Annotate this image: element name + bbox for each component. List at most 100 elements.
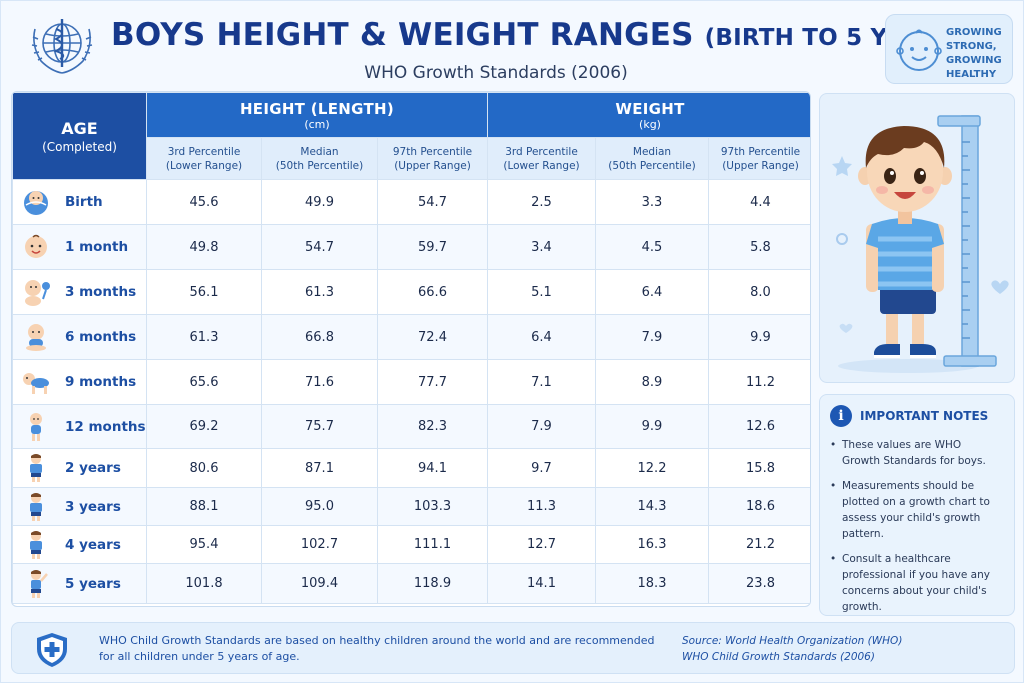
weight-97th-cell: 9.9 [707,314,810,360]
table-row: 9 months 65.6 71.6 77.7 7.1 8.9 11.2 [12,359,810,405]
weight-median-cell: 9.9 [595,404,709,449]
weight-3rd-cell: 2.5 [487,179,596,225]
height-3rd-cell: 101.8 [146,563,262,604]
height-median-header: Median (50th Percentile) [261,137,378,180]
height-median-cell: 102.7 [261,525,378,564]
table-row: 12 months 69.2 75.7 82.3 7.9 9.9 12.6 [12,404,810,449]
height-97th-cell: 59.7 [377,224,488,270]
age-cell: 1 month [12,224,147,270]
height-97th-cell: 54.7 [377,179,488,225]
notes-list: These values are WHO Growth Standards fo… [830,437,1002,615]
height-97th-cell: 118.9 [377,563,488,604]
age-label: 4 years [65,536,121,553]
age-column-header: AGE (Completed) [12,92,147,180]
height-median-cell: 54.7 [261,224,378,270]
height-97th-header: 97th Percentile (Upper Range) [377,137,488,180]
weight-median-cell: 18.3 [595,563,709,604]
weight-3rd-cell: 7.9 [487,404,596,449]
note-item: Consult a healthcare professional if you… [830,551,1002,615]
table-row: 2 years 80.6 87.1 94.1 9.7 12.2 15.8 [12,448,810,488]
slogan-line: GROWING [946,55,1002,66]
height-median-cell: 71.6 [261,359,378,405]
age-cell: 2 years [12,448,147,488]
weight-median-cell: 6.4 [595,269,709,315]
baby-face-icon [896,29,942,71]
page-title: BOYS HEIGHT & WEIGHT RANGES (BIRTH TO 5 … [111,17,966,53]
height-97th-cell: 66.6 [377,269,488,315]
age-cell: 4 years [12,525,147,564]
title-main: BOYS HEIGHT & WEIGHT RANGES [111,17,694,53]
weight-median-cell: 3.3 [595,179,709,225]
age-label: Birth [65,194,103,210]
age-label: 3 years [65,498,121,515]
baby-rattle-icon [25,280,50,306]
subheader-line: (50th Percentile) [608,159,696,172]
subheader-line: (Upper Range) [394,159,471,172]
footer-note: WHO Child Growth Standards are based on … [99,634,655,663]
table-row: 3 months 56.1 61.3 66.6 5.1 6.4 8.0 [12,269,810,315]
toddler-icon [30,454,42,482]
weight-3rd-cell: 6.4 [487,314,596,360]
circle-decoration [836,233,848,245]
age-cell: 3 months [12,269,147,315]
important-notes-panel: i IMPORTANT NOTES These values are WHO G… [819,394,1015,616]
who-emblem-icon [31,19,93,74]
age-cell: 9 months [12,359,147,405]
sitting-baby-icon [26,324,46,351]
age-cell: Birth [12,179,147,225]
child-icon [30,530,42,559]
standing-baby-icon [30,412,42,441]
info-icon: i [830,405,852,427]
height-97th-cell: 77.7 [377,359,488,405]
heart-icon [839,323,853,333]
weight-97th-cell: 11.2 [707,359,810,405]
note-item: These values are WHO Growth Standards fo… [830,437,1002,469]
notes-title: IMPORTANT NOTES [860,409,989,423]
page-subtitle: WHO Growth Standards (2006) [364,63,628,83]
height-3rd-cell: 45.6 [146,179,262,225]
swaddled-baby-icon [24,191,48,215]
slogan-line: STRONG, [946,41,997,52]
weight-median-cell: 14.3 [595,487,709,526]
table-row: 3 years 88.1 95.0 103.3 11.3 14.3 18.6 [12,487,810,526]
baby-head-icon [25,234,47,258]
age-header-sublabel: (Completed) [42,139,117,154]
height-median-cell: 49.9 [261,179,378,225]
weight-median-cell: 4.5 [595,224,709,270]
weight-median-header: Median (50th Percentile) [595,137,709,180]
height-median-cell: 87.1 [261,448,378,488]
weight-3rd-header: 3rd Percentile (Lower Range) [487,137,596,180]
table-row: Birth 45.6 49.9 54.7 2.5 3.3 4.4 [12,179,810,225]
height-3rd-cell: 56.1 [146,269,262,315]
subheader-line: (50th Percentile) [275,159,364,172]
height-97th-cell: 82.3 [377,404,488,449]
height-unit-label: (cm) [304,117,330,131]
weight-97th-cell: 23.8 [707,563,810,604]
height-3rd-cell: 49.8 [146,224,262,270]
subheader-line: (Upper Range) [722,159,799,172]
slogan-badge: GROWING STRONG, GROWING HEALTHY [885,14,1013,84]
height-median-cell: 66.8 [261,314,378,360]
weight-median-cell: 12.2 [595,448,709,488]
height-97th-cell: 94.1 [377,448,488,488]
source-line: WHO Child Growth Standards (2006) [682,651,875,663]
footer-banner: WHO Child Growth Standards are based on … [11,622,1015,674]
height-3rd-header: 3rd Percentile (Lower Range) [146,137,262,180]
growth-table-container: AGE (Completed) HEIGHT (LENGTH) (cm) WEI… [11,91,811,607]
height-3rd-cell: 95.4 [146,525,262,564]
age-label: 5 years [65,575,121,592]
height-header-label: HEIGHT (LENGTH) [239,99,395,118]
slogan-text: GROWING STRONG, GROWING HEALTHY [946,26,1012,82]
boy-figure [858,126,952,358]
age-cell: 3 years [12,487,147,526]
subheader-line: 3rd Percentile [505,145,578,158]
slogan-line: HEALTHY [946,69,997,80]
height-97th-cell: 111.1 [377,525,488,564]
weight-3rd-cell: 3.4 [487,224,596,270]
age-label: 9 months [65,374,137,390]
notes-header: i IMPORTANT NOTES [830,405,1002,427]
growth-table: AGE (Completed) HEIGHT (LENGTH) (cm) WEI… [12,92,810,604]
weight-97th-cell: 21.2 [707,525,810,564]
height-97th-cell: 103.3 [377,487,488,526]
weight-header-label: WEIGHT [615,99,685,118]
